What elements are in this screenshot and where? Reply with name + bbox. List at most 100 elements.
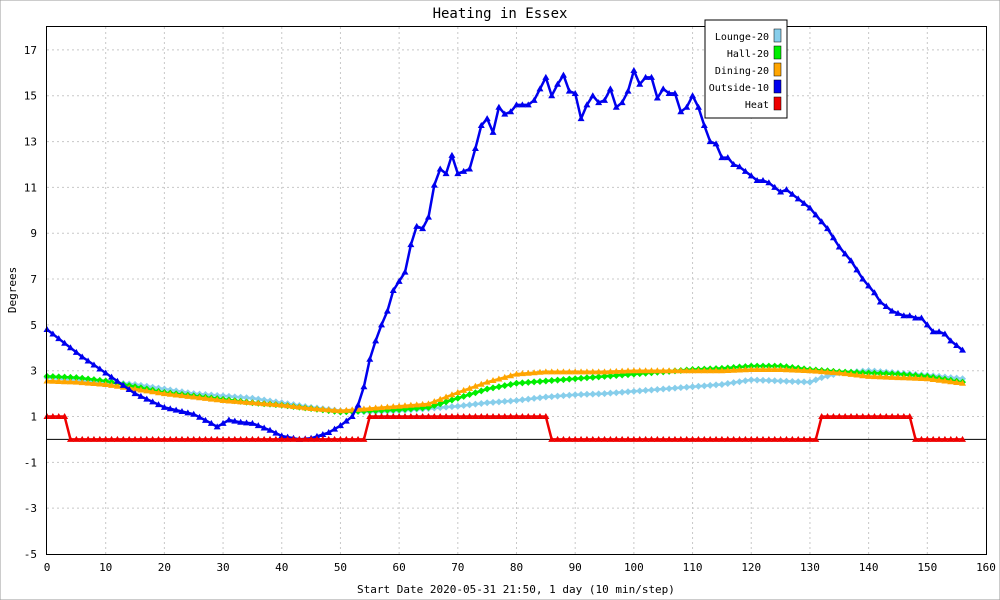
lounge-20-point: [248, 394, 256, 402]
heat-point: [149, 435, 157, 442]
dining-20-point: [642, 367, 650, 374]
x-tick-label: 90: [569, 561, 582, 574]
series-dining-20: [43, 366, 967, 414]
chart-title: Heating in Essex: [433, 6, 568, 22]
dining-20-point: [225, 397, 233, 404]
heat-point: [589, 435, 597, 442]
outside-10-point: [841, 250, 849, 257]
dining-20-point: [794, 366, 802, 373]
heat-point: [542, 413, 550, 420]
dining-20-point: [113, 382, 121, 389]
outside-10-point: [248, 419, 256, 426]
heat-point: [953, 435, 961, 442]
heat-point: [495, 413, 503, 420]
dining-20-point: [865, 372, 873, 379]
dining-20-point: [266, 400, 274, 407]
dining-20-point: [196, 394, 204, 401]
dining-20-point: [859, 372, 867, 379]
dining-20-point: [829, 369, 837, 376]
dining-20-point: [336, 407, 344, 414]
heat-point: [319, 435, 327, 442]
hall-20-point: [571, 375, 579, 383]
dining-20-point: [372, 404, 380, 411]
dining-20-point: [524, 369, 532, 376]
lounge-20-point: [683, 383, 691, 391]
hall-20-point: [72, 374, 80, 382]
dining-20-point: [694, 367, 702, 374]
x-tick-label: 0: [44, 561, 51, 574]
lounge-20-point: [812, 376, 820, 384]
lounge-20-point: [577, 391, 585, 399]
dining-20-point: [160, 390, 168, 397]
heat-point: [536, 413, 544, 420]
lounge-20-point: [454, 402, 462, 410]
dining-20-point: [917, 374, 925, 381]
heat-point: [642, 435, 650, 442]
outside-10-point: [477, 122, 485, 129]
outside-10-point: [366, 355, 374, 362]
outside-10-point: [507, 108, 515, 115]
lounge-20-point: [712, 381, 720, 389]
heat-point: [865, 413, 873, 420]
legend-label-lounge-20: Lounge-20: [715, 32, 769, 43]
dining-20-point: [888, 373, 896, 380]
outside-10-point: [824, 225, 832, 232]
outside-10-point: [360, 383, 368, 390]
dining-20-point: [501, 373, 509, 380]
heat-point: [225, 435, 233, 442]
heat-point: [419, 413, 427, 420]
outside-10-point: [90, 361, 98, 368]
heat-point: [947, 435, 955, 442]
lounge-20-point: [601, 390, 609, 398]
dining-20-point: [248, 399, 256, 406]
outside-10-point: [501, 110, 509, 117]
heat-point: [196, 435, 204, 442]
outside-10-point: [706, 138, 714, 145]
lounge-20-point: [518, 396, 526, 404]
dining-20-point: [559, 368, 567, 375]
outside-10-point: [524, 101, 532, 108]
outside-10-point: [166, 405, 174, 412]
dining-20-point: [471, 382, 479, 389]
lounge-20-point: [554, 392, 562, 400]
y-tick-label: 1: [30, 411, 37, 424]
hall-20-point: [601, 372, 609, 380]
heat-point: [454, 413, 462, 420]
outside-10-point: [518, 101, 526, 108]
y-tick-label: 7: [30, 273, 37, 286]
heat-point: [102, 435, 110, 442]
outside-10-point: [612, 103, 620, 110]
dining-20-point: [483, 378, 491, 385]
dining-20-point: [583, 368, 591, 375]
dining-20-point: [806, 367, 814, 374]
heat-point: [460, 413, 468, 420]
heat-point: [724, 435, 732, 442]
dining-20-point: [518, 370, 526, 377]
heat-point: [49, 413, 57, 420]
heat-point: [888, 413, 896, 420]
lounge-20-point: [448, 403, 456, 411]
dining-20-point: [90, 380, 98, 387]
outside-10-point: [941, 330, 949, 337]
heat-point: [601, 435, 609, 442]
dining-20-point: [959, 379, 967, 386]
dining-20-point: [941, 377, 949, 384]
outside-10-point: [659, 85, 667, 92]
heat-point: [853, 413, 861, 420]
outside-10-point: [190, 410, 198, 417]
outside-10-point: [700, 122, 708, 129]
dining-20-point: [72, 378, 80, 385]
heat-point: [190, 435, 198, 442]
heat-point: [759, 435, 767, 442]
dining-20-point: [530, 369, 538, 376]
heat-point: [166, 435, 174, 442]
x-axis-label: Start Date 2020-05-31 21:50, 1 day (10 m…: [357, 583, 675, 596]
heat-point: [407, 413, 415, 420]
heat-point: [61, 413, 69, 420]
lounge-20-point: [794, 378, 802, 386]
x-tick-label: 40: [275, 561, 288, 574]
heat-point: [818, 413, 826, 420]
lounge-20-point: [624, 388, 632, 396]
x-tick-label: 50: [334, 561, 347, 574]
dining-20-point: [788, 366, 796, 373]
